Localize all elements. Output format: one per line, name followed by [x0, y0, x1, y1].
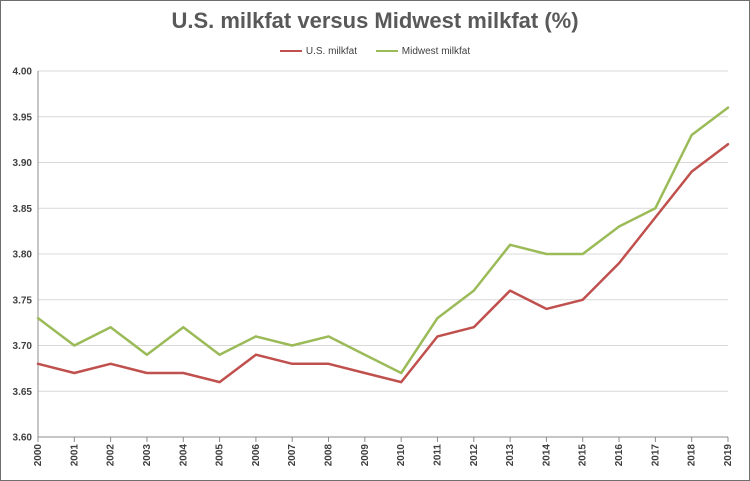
- ytick-label-4.00: 4.00: [13, 67, 33, 78]
- ytick-label-3.65: 3.65: [13, 387, 33, 398]
- xtick-label-2017: 2017: [650, 444, 661, 467]
- ytick-label-3.85: 3.85: [13, 204, 33, 215]
- ytick-label-3.75: 3.75: [13, 295, 33, 306]
- xtick-label-2013: 2013: [505, 444, 516, 467]
- legend-label-midwest: Midwest milkfat: [401, 45, 471, 57]
- xtick-label-2009: 2009: [360, 444, 371, 467]
- xtick-label-2010: 2010: [396, 444, 407, 467]
- legend-swatch-us: [279, 50, 302, 52]
- xtick-label-2002: 2002: [106, 444, 117, 467]
- xtick-label-2018: 2018: [687, 444, 698, 467]
- ytick-label-3.90: 3.90: [13, 158, 33, 169]
- chart-title: U.S. milkfat versus Midwest milkfat (%): [171, 8, 579, 33]
- xtick-label-2003: 2003: [142, 444, 153, 467]
- legend-item-us: U.S. milkfat: [279, 45, 357, 57]
- xtick-label-2015: 2015: [578, 444, 589, 467]
- ytick-label-3.60: 3.60: [13, 433, 33, 444]
- legend-item-midwest: Midwest milkfat: [375, 45, 471, 57]
- xtick-label-2012: 2012: [469, 444, 480, 467]
- xtick-label-2005: 2005: [215, 444, 226, 467]
- xtick-label-2007: 2007: [287, 444, 298, 467]
- series-line-us-milkfat: [36, 142, 730, 384]
- legend-swatch-midwest: [375, 50, 398, 52]
- xtick-label-2001: 2001: [69, 444, 80, 467]
- ytick-label-3.70: 3.70: [13, 341, 33, 352]
- xtick-label-2000: 2000: [33, 444, 44, 467]
- xtick-label-2004: 2004: [178, 444, 189, 467]
- legend-label-us: U.S. milkfat: [305, 45, 357, 57]
- chart-legend: U.S. milkfat Midwest milkfat: [0, 44, 750, 57]
- ytick-label-3.95: 3.95: [13, 112, 33, 123]
- ytick-label-3.80: 3.80: [13, 250, 33, 261]
- xtick-label-2006: 2006: [251, 444, 262, 467]
- xtick-label-2016: 2016: [614, 444, 625, 467]
- xtick-label-2011: 2011: [432, 444, 443, 466]
- series-line-midwest-milkfat: [36, 106, 730, 375]
- xtick-label-2008: 2008: [324, 444, 335, 467]
- xtick-label-2014: 2014: [541, 444, 552, 467]
- xtick-label-2019: 2019: [723, 444, 734, 467]
